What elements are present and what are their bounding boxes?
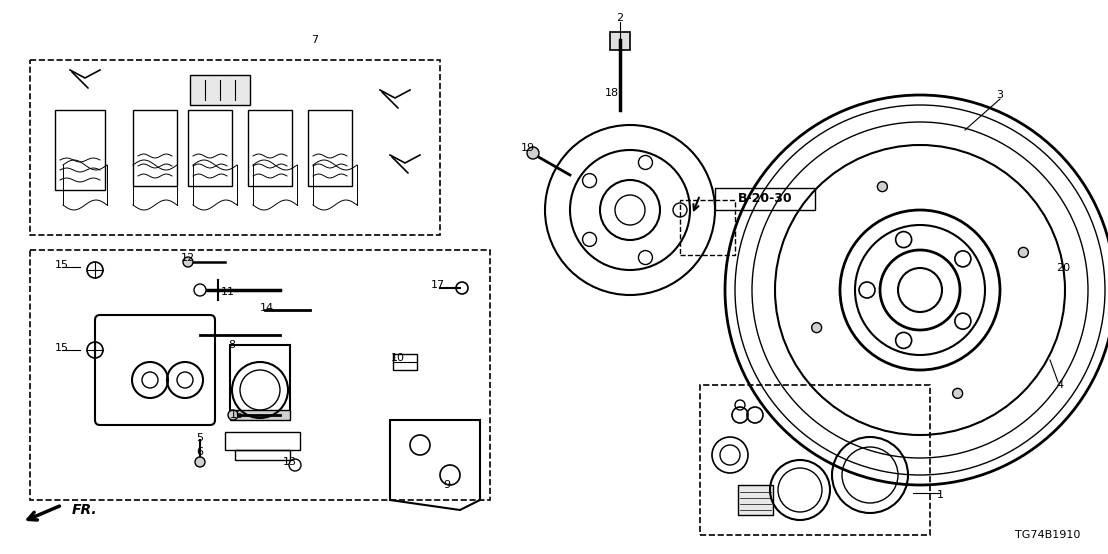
Bar <box>188 110 232 186</box>
Circle shape <box>812 322 822 332</box>
Text: 11: 11 <box>220 287 235 297</box>
Bar <box>55 110 105 190</box>
Text: 1: 1 <box>936 490 944 500</box>
Circle shape <box>228 410 238 420</box>
Text: 19: 19 <box>521 143 535 153</box>
Text: 16: 16 <box>230 410 244 420</box>
Circle shape <box>194 284 206 296</box>
Circle shape <box>953 388 963 398</box>
Text: 9: 9 <box>443 480 451 490</box>
Text: 7: 7 <box>311 35 319 45</box>
Text: 10: 10 <box>391 353 406 363</box>
Text: 6: 6 <box>196 447 204 457</box>
Bar <box>393 354 417 370</box>
Bar <box>680 200 735 255</box>
Bar <box>700 385 930 535</box>
Text: 20: 20 <box>1056 263 1070 273</box>
Text: 5: 5 <box>196 433 204 443</box>
Text: B-20-30: B-20-30 <box>738 192 792 206</box>
Text: 17: 17 <box>431 280 445 290</box>
Bar <box>235 450 290 460</box>
Text: FR.: FR. <box>72 503 98 517</box>
Text: 12: 12 <box>181 253 195 263</box>
Text: 3: 3 <box>996 90 1004 100</box>
Text: 15: 15 <box>55 260 69 270</box>
Bar <box>133 110 177 186</box>
Circle shape <box>1018 248 1028 258</box>
Bar <box>230 410 290 420</box>
Circle shape <box>527 147 538 159</box>
Text: 8: 8 <box>228 340 236 350</box>
Text: 14: 14 <box>260 303 274 313</box>
Bar <box>715 188 815 210</box>
Bar <box>611 32 630 50</box>
Bar <box>308 110 352 186</box>
Bar <box>230 345 290 415</box>
Circle shape <box>183 257 193 267</box>
Text: 2: 2 <box>616 13 624 23</box>
Bar <box>225 432 300 450</box>
Bar <box>738 485 773 515</box>
Circle shape <box>195 457 205 467</box>
Text: 13: 13 <box>283 457 297 467</box>
Bar <box>189 75 250 105</box>
Bar <box>248 110 293 186</box>
FancyBboxPatch shape <box>95 315 215 425</box>
Text: 15: 15 <box>55 343 69 353</box>
Text: TG74B1910: TG74B1910 <box>1015 530 1080 540</box>
Text: 18: 18 <box>605 88 619 98</box>
Circle shape <box>878 182 888 192</box>
Text: 4: 4 <box>1056 380 1064 390</box>
